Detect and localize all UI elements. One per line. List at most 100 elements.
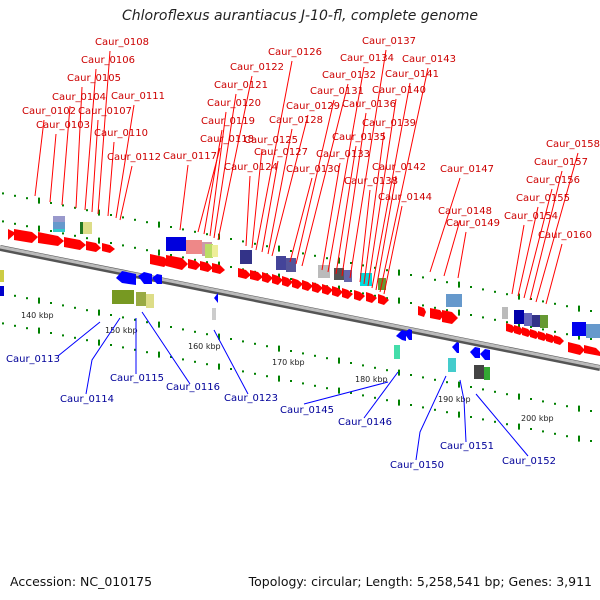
label-connector — [363, 131, 385, 285]
forward-gene-label[interactable]: Caur_0110 — [94, 128, 148, 139]
kbp-label: 150 kbp — [105, 326, 138, 335]
label-connector — [341, 112, 367, 277]
forward-gene-label[interactable]: Caur_0104 — [52, 92, 106, 103]
forward-gene-label[interactable]: Caur_0139 — [362, 118, 416, 129]
forward-gene-label[interactable]: Caur_0102 — [22, 106, 76, 117]
label-connector — [141, 311, 191, 385]
label-connector — [85, 317, 121, 395]
forward-gene-label[interactable]: Caur_0112 — [107, 152, 161, 163]
label-connector — [359, 189, 371, 283]
reverse-gene-label[interactable]: Caur_0145 — [280, 405, 334, 416]
forward-gene-label[interactable]: Caur_0118 — [200, 134, 254, 145]
forward-gene-label[interactable]: Caur_0154 — [504, 211, 558, 222]
forward-gene-label[interactable]: Caur_0135 — [332, 132, 386, 143]
forward-gene-label[interactable]: Caur_0122 — [230, 62, 284, 73]
forward-gene-label[interactable]: Caur_0141 — [385, 69, 439, 80]
label-connector — [61, 105, 71, 206]
forward-gene-label[interactable]: Caur_0140 — [372, 85, 426, 96]
forward-gene-label[interactable]: Caur_0158 — [546, 139, 600, 150]
forward-gene-label[interactable]: Caur_0155 — [516, 193, 570, 204]
label-connector — [261, 160, 279, 253]
label-connector — [217, 75, 253, 241]
forward-gene-label[interactable]: Caur_0107 — [78, 106, 132, 117]
forward-gene-label[interactable]: Caur_0160 — [538, 230, 592, 241]
forward-gene-label[interactable]: Caur_0105 — [67, 73, 121, 84]
label-connector — [511, 224, 525, 295]
label-connector — [75, 86, 83, 209]
forward-gene-label[interactable]: Caur_0149 — [446, 218, 500, 229]
reverse-gene-label[interactable]: Caur_0146 — [338, 417, 392, 428]
label-connector — [289, 177, 313, 263]
label-connector — [49, 133, 57, 203]
forward-gene-label[interactable]: Caur_0138 — [344, 176, 398, 187]
forward-gene-label[interactable]: Caur_0124 — [224, 162, 278, 173]
label-connector — [97, 50, 111, 215]
kbp-label: 180 kbp — [355, 375, 388, 384]
reverse-features — [0, 270, 490, 380]
label-connector — [34, 119, 45, 197]
forward-gene-label[interactable]: Caur_0120 — [207, 98, 261, 109]
forward-gene-label[interactable]: Caur_0143 — [402, 54, 456, 65]
forward-gene-label[interactable]: Caur_0142 — [372, 162, 426, 173]
label-connector — [179, 164, 189, 231]
forward-gene-label[interactable]: Caur_0148 — [438, 206, 492, 217]
reverse-gene-label[interactable]: Caur_0114 — [60, 394, 114, 405]
label-connector — [475, 393, 529, 457]
forward-gene-label[interactable]: Caur_0106 — [81, 55, 135, 66]
label-connector — [375, 175, 397, 291]
forward-gene-label[interactable]: Caur_0103 — [36, 120, 90, 131]
label-connector — [459, 379, 467, 443]
label-connector — [255, 60, 293, 251]
label-connector — [415, 375, 447, 461]
forward-gene-label[interactable]: Caur_0144 — [378, 192, 432, 203]
forward-gene-label[interactable]: Caur_0133 — [316, 149, 370, 160]
forward-gene-label[interactable]: Caur_0130 — [286, 164, 340, 175]
forward-gene-label[interactable]: Caur_0147 — [440, 164, 494, 175]
forward-gene-label[interactable]: Caur_0121 — [214, 80, 268, 91]
label-connector — [301, 83, 349, 267]
reverse-gene-label[interactable]: Caur_0123 — [224, 393, 278, 404]
forward-features — [53, 216, 600, 338]
reverse-gene-label[interactable]: Caur_0150 — [390, 460, 444, 471]
label-connector — [379, 67, 429, 293]
forward-gene-label[interactable]: Caur_0127 — [254, 147, 308, 158]
forward-gene-label[interactable]: Caur_0157 — [534, 157, 588, 168]
forward-gene-label[interactable]: Caur_0136 — [342, 99, 396, 110]
label-connector — [271, 114, 309, 257]
forward-gene-label[interactable]: Caur_0129 — [286, 101, 340, 112]
forward-gene-label[interactable]: Caur_0128 — [269, 115, 323, 126]
label-connector — [295, 99, 335, 265]
forward-gene-label[interactable]: Caur_0134 — [340, 53, 394, 64]
forward-gene-label[interactable]: Caur_0125 — [244, 135, 298, 146]
reverse-gene-label[interactable]: Caur_0116 — [166, 382, 220, 393]
forward-gene-label[interactable]: Caur_0119 — [201, 116, 255, 127]
reverse-gene-label[interactable]: Caur_0152 — [502, 456, 556, 467]
forward-gene-label[interactable]: Caur_0137 — [362, 36, 416, 47]
reverse-genes — [116, 271, 490, 360]
label-connector — [371, 82, 411, 289]
label-connector — [367, 98, 397, 287]
forward-gene-label[interactable]: Caur_0126 — [268, 47, 322, 58]
reverse-gene-label[interactable]: Caur_0151 — [440, 441, 494, 452]
forward-gene-label[interactable]: Caur_0131 — [310, 86, 364, 97]
forward-genes — [8, 229, 600, 356]
reverse-gene-label[interactable]: Caur_0113 — [6, 354, 60, 365]
label-connector — [213, 93, 237, 239]
label-connector — [545, 243, 563, 305]
forward-gene-label[interactable]: Caur_0108 — [95, 37, 149, 48]
reverse-label-connectors — [57, 311, 529, 461]
label-connector — [84, 68, 97, 211]
kbp-scale: 140 kbp 150 kbp 160 kbp 170 kbp 180 kbp … — [21, 311, 554, 423]
genome-info-text: Topology: circular; Length: 5,258,541 bp… — [248, 574, 592, 589]
forward-gene-label[interactable]: Caur_0117 — [163, 151, 217, 162]
forward-gene-label[interactable]: Caur_0132 — [322, 70, 376, 81]
forward-gene-label[interactable]: Caur_0156 — [526, 175, 580, 186]
label-connector — [327, 66, 365, 273]
label-connector — [251, 148, 263, 249]
label-connector — [267, 128, 293, 255]
map-title: Chloroflexus aurantiacus J-10-fl, comple… — [122, 8, 478, 24]
forward-gene-label[interactable]: Caur_0111 — [111, 91, 165, 102]
reverse-gene-label[interactable]: Caur_0115 — [110, 373, 164, 384]
